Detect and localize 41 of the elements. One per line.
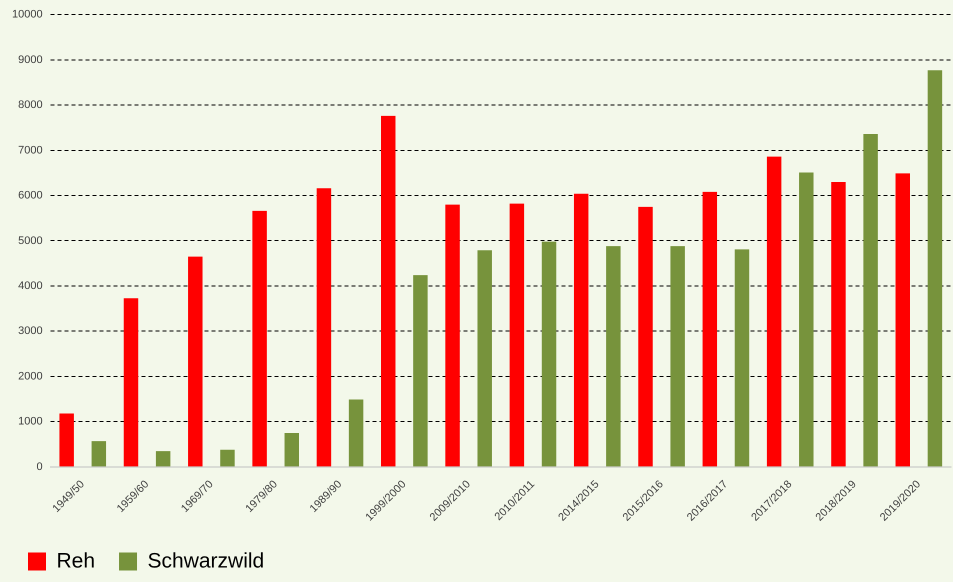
bar: [220, 450, 235, 466]
bar: [574, 194, 588, 466]
bar: [638, 206, 653, 466]
bar: [702, 192, 718, 466]
bar: [477, 250, 492, 466]
bar: [799, 172, 814, 466]
bar: [59, 414, 74, 466]
bar: [831, 182, 846, 466]
bar: [510, 204, 524, 466]
y-tick-label: 7000: [18, 144, 43, 156]
y-tick-label: 2000: [18, 370, 43, 382]
bar: [445, 204, 460, 466]
bar: [863, 134, 878, 466]
bar: [606, 246, 621, 466]
bar: [542, 242, 556, 466]
bar: [188, 256, 203, 466]
bar: [156, 451, 170, 466]
bar: [316, 188, 332, 466]
bar: [284, 432, 300, 466]
bar: [92, 441, 106, 466]
y-tick-label: 10000: [12, 8, 43, 21]
bar: [413, 275, 428, 466]
y-tick-label: 6000: [18, 190, 43, 202]
bar: [928, 70, 942, 466]
bar: [766, 156, 782, 466]
y-tick-label: 3000: [18, 325, 43, 338]
y-tick-label: 1000: [18, 416, 43, 428]
y-tick-label: 9000: [18, 54, 43, 66]
y-tick-label: 5000: [18, 234, 43, 247]
bar: [348, 400, 364, 466]
bar: [252, 210, 267, 466]
legend-label: Schwarzwild: [148, 549, 264, 572]
bar: [670, 246, 685, 466]
y-tick-label: 8000: [18, 99, 43, 112]
bar: [734, 249, 750, 466]
y-tick-label: 4000: [18, 280, 43, 292]
bar: [896, 173, 910, 466]
y-tick-label: 0: [36, 460, 43, 473]
bar: [381, 116, 396, 466]
legend-label: Reh: [56, 549, 96, 572]
bar: [124, 298, 138, 466]
